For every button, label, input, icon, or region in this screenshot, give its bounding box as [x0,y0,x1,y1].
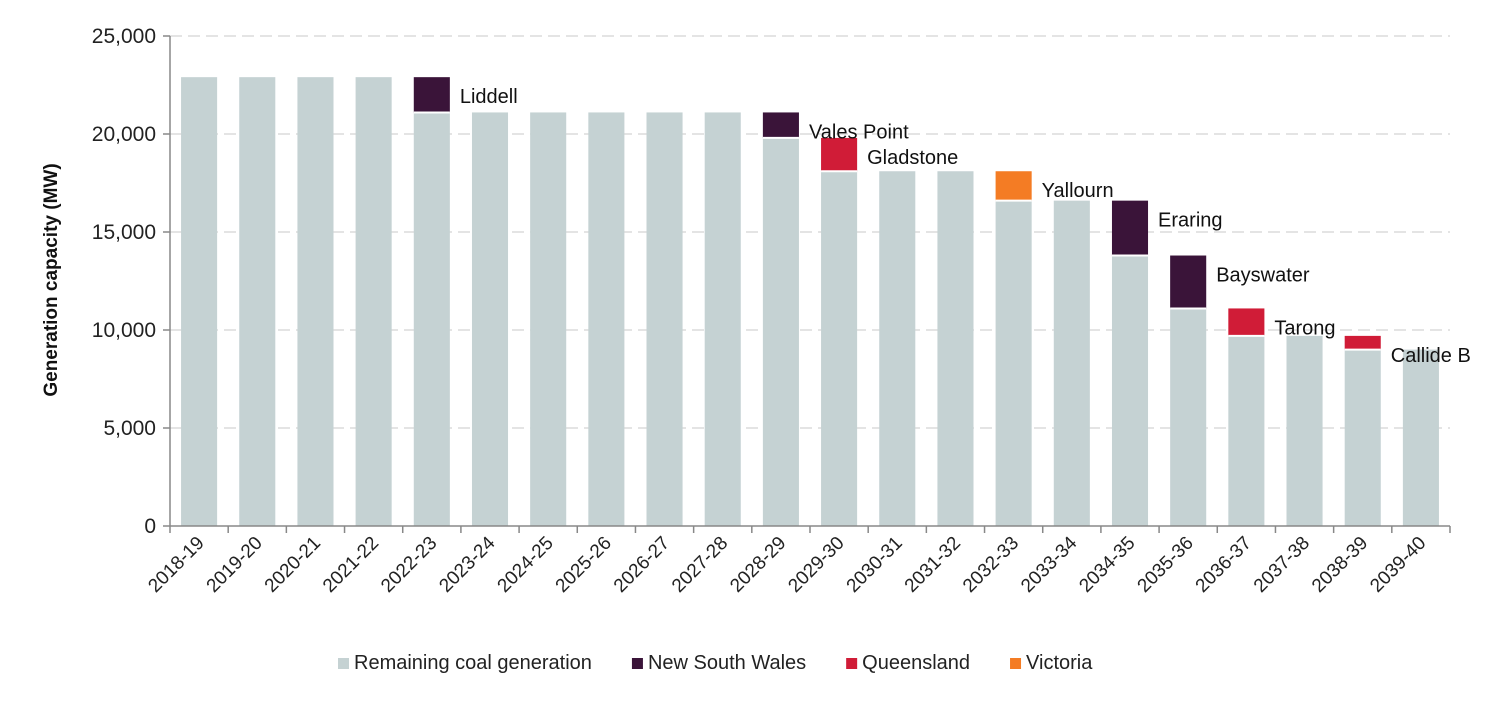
x-tick-label: 2035-36 [1134,533,1198,597]
legend-label: Remaining coal generation [354,652,592,674]
annotation-label: Yallourn [1042,180,1114,202]
bar-segment [762,137,799,527]
annotation-label: Callide B [1391,345,1471,367]
bar-segment [1228,308,1265,336]
bar-segment [1111,200,1149,256]
bar-segment [530,112,567,526]
bar-segment [588,112,625,526]
legend-label: New South Wales [648,652,806,674]
x-tick-label: 2027-28 [668,533,732,597]
bar-segment [1170,308,1207,526]
bar-segment [995,200,1032,526]
legend-swatch [631,658,643,669]
bar-segment [355,77,392,526]
y-tick-label: 5,000 [103,417,156,440]
legend-item: New South Wales [631,652,806,674]
legend-label: Queensland [862,652,970,674]
x-tick-label: 2020-21 [261,533,325,597]
bar-segment [1228,335,1265,526]
bar-segment [239,77,276,526]
legend-swatch [1010,658,1022,669]
annotation-label: Eraring [1158,210,1222,232]
x-tick-label: 2025-26 [552,533,616,597]
x-tick-label: 2038-39 [1308,533,1372,597]
x-tick-label: 2028-29 [726,533,790,597]
y-tick-label: 25,000 [92,25,156,48]
x-tick-label: 2029-30 [784,533,848,597]
y-tick-label: 0 [144,515,156,538]
x-tick-label: 2033-34 [1017,532,1081,596]
legend-swatch [846,658,858,669]
x-tick-label: 2018-19 [144,533,208,597]
bars [181,77,1439,527]
legend-label: Victoria [1026,652,1093,674]
bar-segment [821,171,858,527]
x-tick-label: 2037-38 [1250,533,1314,597]
bar-segment [995,171,1032,201]
bar-segment [879,171,916,527]
annotation-label: Liddell [460,86,518,108]
bar-segment [704,112,741,526]
bar-segment [1170,255,1207,309]
x-tick-label: 2021-22 [319,533,383,597]
annotation-label: Bayswater [1216,265,1310,287]
x-tick-label: 2023-24 [435,532,499,596]
bar-segment [413,77,450,113]
annotation-label: Vales Point [809,121,909,143]
bar-segment [937,171,974,527]
legend-item: Victoria [1010,652,1093,674]
x-tick-label: 2026-27 [610,533,674,597]
legend: Remaining coal generation New South Wales… [338,652,1093,674]
x-tick-label: 2039-40 [1366,533,1430,597]
bar-segment [181,77,218,526]
y-tick-label: 10,000 [92,319,156,342]
x-tick-label: 2032-33 [959,533,1023,597]
annotations: Liddell Vales Point Gladstone Yallourn Erari… [460,86,1471,367]
legend-item: Queensland [846,652,970,674]
x-tick-label: 2019-20 [203,533,267,597]
y-tick-label: 15,000 [92,221,156,244]
x-tick-label: 2034-35 [1075,533,1139,597]
y-axis-title: Generation capacity (MW) [41,163,62,396]
legend-swatch [338,658,349,669]
x-tick-label: 2030-31 [843,533,907,597]
bar-segment [1053,200,1090,526]
x-tick-label: 2031-32 [901,533,965,597]
bar-segment [762,112,799,138]
bar-segment [1111,255,1149,526]
bar-segment [1286,335,1323,526]
y-tick-label: 20,000 [92,123,156,146]
annotation-label: Gladstone [867,147,958,169]
bar-segment [646,112,683,526]
x-tick-label: 2024-25 [494,533,558,597]
legend-item: Remaining coal generation [338,652,592,674]
x-tick-label: 2022-23 [377,533,441,597]
bar-segment [297,77,334,526]
x-tick-label: 2036-37 [1192,533,1256,597]
bar-segment [1344,335,1381,350]
annotation-label: Tarong [1274,317,1335,339]
bar-segment [1344,349,1381,526]
bar-segment [413,112,450,526]
bar-segment [471,112,509,526]
bar-segment [1402,349,1439,526]
bar-segment [821,137,858,172]
